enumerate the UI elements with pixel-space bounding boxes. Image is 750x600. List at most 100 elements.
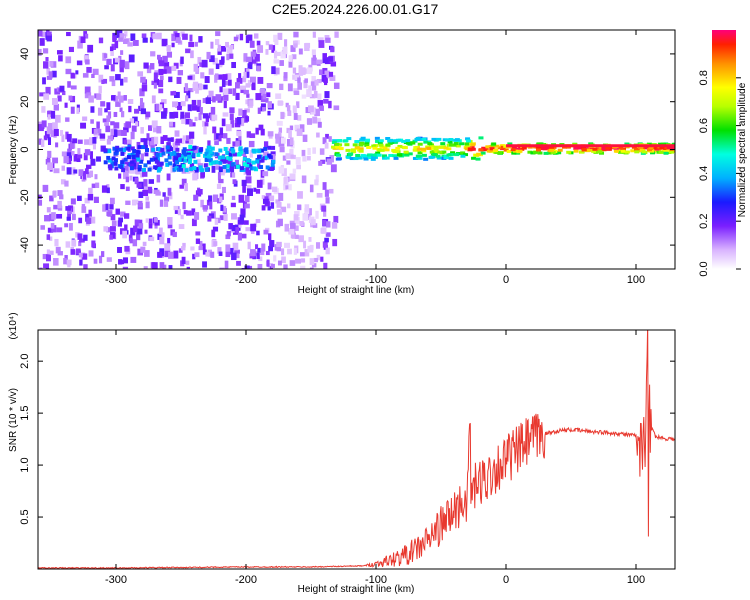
- heatmap-cell: [171, 151, 176, 156]
- heatmap-cell: [322, 220, 326, 227]
- heatmap-cell: [337, 143, 343, 147]
- heatmap-cell: [199, 84, 203, 90]
- heatmap-cell: [260, 247, 265, 256]
- heatmap-cell: [248, 164, 253, 169]
- heatmap-cell: [188, 144, 193, 149]
- colorbar-ticks: 0.0 0.2 0.4 0.6 0.8: [698, 70, 741, 277]
- heatmap-cell: [313, 257, 318, 263]
- heatmap-cell: [268, 263, 273, 269]
- colorbar-tick-label: 0.8: [698, 70, 710, 85]
- heatmap-cell: [264, 155, 269, 160]
- heatmap-cell: [127, 42, 133, 47]
- heatmap-cell: [173, 250, 179, 259]
- heatmap-cell: [235, 82, 240, 89]
- heatmap-cell: [185, 260, 190, 265]
- heatmap-cell: [181, 178, 187, 186]
- heatmap-cell: [200, 172, 205, 178]
- heatmap-cell: [265, 192, 272, 201]
- heatmap-cell: [123, 139, 127, 145]
- heatmap-cell: [39, 38, 45, 46]
- heatmap-cell: [278, 132, 282, 140]
- heatmap-cell: [486, 149, 492, 153]
- heatmap-cell: [137, 248, 144, 256]
- heatmap-cell: [222, 205, 227, 213]
- heatmap-cell: [129, 118, 135, 124]
- heatmap-cell: [162, 55, 168, 63]
- heatmap-cell: [288, 130, 292, 139]
- heatmap-cell: [283, 75, 288, 82]
- heatmap-cell: [125, 186, 130, 191]
- heatmap-cell: [212, 57, 218, 65]
- heatmap-cell: [166, 51, 173, 58]
- heatmap-cell: [95, 128, 102, 136]
- heatmap-cell: [412, 156, 418, 160]
- heatmap-cell: [92, 68, 99, 75]
- heatmap-cell: [168, 76, 173, 83]
- heatmap-cell: [157, 251, 162, 258]
- heatmap-cell: [231, 172, 236, 178]
- heatmap-cell: [142, 189, 149, 197]
- heatmap-cell: [323, 211, 327, 217]
- heatmap-cell: [309, 184, 314, 193]
- heatmap-cell: [271, 45, 276, 53]
- heatmap-cell: [137, 71, 144, 77]
- heatmap-cell: [177, 208, 182, 216]
- heatmap-cell: [91, 242, 95, 248]
- heatmap-cell: [166, 149, 171, 154]
- heatmap-cell: [566, 150, 572, 154]
- heatmap-cell: [262, 106, 266, 112]
- heatmap-cell: [88, 209, 92, 217]
- heatmap-cell: [250, 249, 256, 257]
- heatmap-cell: [246, 131, 251, 138]
- heatmap-cell: [211, 160, 216, 165]
- heatmap-cell: [187, 154, 192, 159]
- heatmap-cell: [136, 232, 141, 241]
- heatmap-cell: [153, 218, 158, 223]
- heatmap-cell: [188, 268, 192, 269]
- heatmap-cell: [75, 70, 79, 75]
- heatmap-cell: [288, 61, 293, 68]
- heatmap-cell: [257, 45, 264, 53]
- heatmap-cell: [433, 148, 439, 152]
- heatmap-cell: [46, 234, 51, 240]
- heatmap-cell: [283, 72, 288, 79]
- heatmap-cell: [270, 162, 275, 167]
- heatmap-cell: [113, 158, 118, 163]
- heatmap-cell: [657, 142, 663, 146]
- heatmap-cell: [193, 194, 199, 201]
- heatmap-cell: [573, 146, 579, 150]
- heatmap-cell: [217, 48, 222, 55]
- heatmap-cell: [90, 158, 96, 166]
- heatmap-cell: [182, 147, 187, 152]
- heatmap-cell: [146, 133, 150, 141]
- heatmap-cell: [113, 111, 118, 118]
- heatmap-cell: [403, 150, 409, 154]
- heatmap-cell: [228, 247, 234, 255]
- heatmap-cell: [211, 114, 218, 121]
- heatmap-cell: [256, 252, 260, 260]
- heatmap-cell: [322, 58, 328, 64]
- heatmap-cell: [104, 53, 108, 58]
- heatmap-cell: [329, 188, 334, 194]
- heatmap-cell: [214, 218, 219, 225]
- heatmap-cell: [307, 147, 311, 156]
- heatmap-cell: [122, 165, 129, 171]
- heatmap-cell: [149, 236, 155, 242]
- heatmap-cell: [85, 33, 89, 39]
- heatmap-cell: [110, 214, 116, 221]
- heatmap-cell: [106, 155, 111, 160]
- heatmap-cell: [89, 137, 95, 146]
- heatmap-cell: [454, 138, 460, 142]
- heatmap-cell: [231, 224, 236, 232]
- heatmap-cell: [122, 147, 127, 152]
- heatmap-cell: [119, 59, 125, 68]
- heatmap-cell: [231, 195, 236, 201]
- heatmap-cell: [194, 252, 200, 258]
- heatmap-cell: [314, 179, 319, 186]
- heatmap-cell: [216, 74, 223, 80]
- heatmap-cell: [144, 152, 149, 157]
- heatmap-cell: [159, 262, 165, 269]
- heatmap-cell: [109, 76, 115, 82]
- heatmap-cell: [317, 93, 322, 100]
- heatmap-cell: [412, 139, 418, 143]
